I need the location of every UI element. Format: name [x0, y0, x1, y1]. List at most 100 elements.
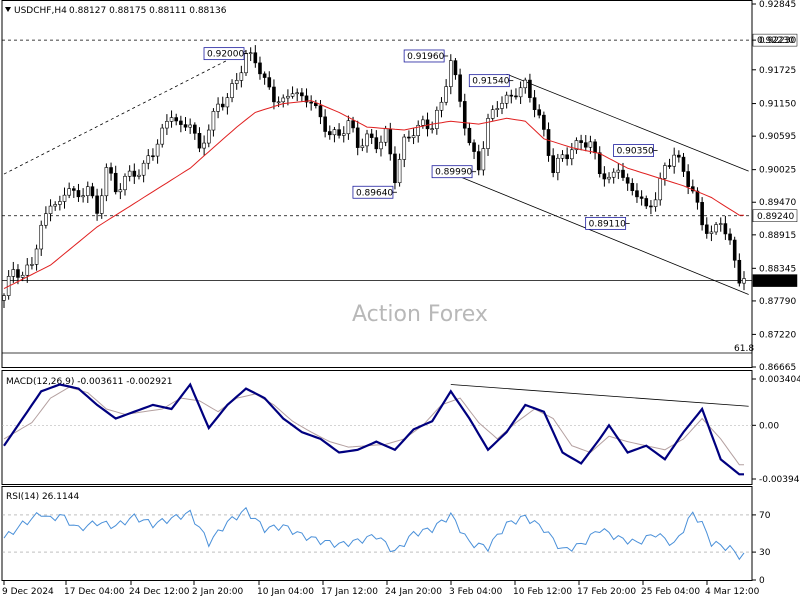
candle-body [369, 133, 374, 138]
candle-body [76, 190, 81, 198]
candle-body [188, 124, 192, 128]
candle-body [230, 83, 234, 98]
candle-body [11, 269, 16, 277]
candle-body [430, 128, 434, 130]
candle-body [728, 233, 732, 241]
candle-body [220, 103, 225, 108]
candle-body [323, 116, 327, 132]
price-label: 0.91960 [407, 52, 444, 62]
candle-body [723, 223, 728, 235]
candle-body [407, 136, 411, 139]
candle-body [16, 269, 20, 278]
candle-body [574, 140, 579, 151]
candle-body [476, 151, 481, 171]
candle-body [518, 87, 523, 98]
candle-body [30, 264, 34, 266]
y-tick-label: 0.92230 [759, 36, 796, 46]
candle-body [663, 165, 667, 179]
candle-body [700, 202, 704, 226]
candle-body [276, 101, 281, 104]
level-badge-label: 0.92230 [757, 36, 794, 46]
candle-body [388, 128, 393, 155]
macd-y-tick-label: 0.00 [759, 421, 779, 431]
candle-body [742, 278, 746, 284]
candle-body [732, 239, 737, 261]
candle-body [165, 121, 169, 129]
x-tick-label: 24 Jan 20:00 [385, 587, 442, 597]
price-label: 0.90350 [617, 147, 654, 157]
symbol-header: USDCHF,H4 [14, 6, 67, 16]
candle-body [607, 176, 611, 180]
candle-body [635, 190, 639, 198]
macd-signal-line [3, 386, 744, 466]
candle-body [514, 95, 518, 98]
watermark: Action Forex [352, 302, 488, 327]
candle-body [193, 124, 197, 134]
candle-body [504, 94, 509, 104]
candle-body [81, 195, 85, 198]
candle-body [127, 170, 132, 177]
candle-body [472, 142, 476, 152]
candle-body [537, 109, 542, 116]
level-badge [752, 274, 798, 287]
candle-body [444, 86, 448, 103]
candle-body [179, 120, 183, 125]
candle-body [39, 224, 44, 250]
candle-body [672, 154, 676, 167]
trendline-channel-top [506, 73, 749, 172]
y-tick-label: 0.87220 [759, 330, 796, 340]
candle-body [546, 129, 551, 156]
candle-body [25, 264, 30, 276]
candle-body [360, 145, 365, 148]
candle-body [202, 142, 206, 149]
candle-body [630, 182, 635, 192]
y-tick-label: 0.89470 [759, 198, 796, 208]
candle-body [453, 60, 458, 76]
candle-body [462, 101, 467, 129]
y-tick-label: 0.88915 [759, 231, 796, 241]
candle-body [597, 152, 602, 175]
candle-body [583, 142, 588, 148]
candle-body [621, 169, 625, 178]
candle-body [542, 114, 546, 130]
fib-label: 61.8 [734, 344, 754, 354]
rsi-header: RSI(14) 26.1144 [6, 492, 79, 502]
candle-body [704, 224, 709, 234]
x-tick-label: 25 Feb 04:00 [641, 587, 700, 597]
candle-body [160, 127, 165, 145]
candle-body [565, 154, 569, 160]
candle-body [104, 167, 109, 197]
level-badge-label: 0.89240 [757, 212, 794, 222]
candle-body [309, 101, 313, 104]
macd-main-line [3, 382, 744, 476]
y-tick-label: 0.91725 [759, 66, 796, 76]
candle-body [211, 111, 216, 131]
macd-panel-frame [1, 370, 753, 485]
rsi-y-tick-label: 30 [759, 548, 771, 558]
symbol-dropdown-icon[interactable] [5, 7, 11, 12]
macd-header: MACD(12,26,9) -0.003611 -0.002921 [6, 377, 172, 387]
y-tick-label: 0.87790 [759, 297, 796, 307]
macd-y-tick-label: -0.003945 [759, 475, 800, 485]
candle-body [206, 129, 211, 144]
candle-body [439, 101, 444, 111]
candle-body [174, 117, 179, 122]
rsi-line [3, 506, 745, 561]
candle-body [718, 223, 723, 225]
moving-average-line [3, 100, 744, 290]
candle-body [616, 169, 621, 173]
candle-body [95, 195, 99, 214]
candle-body [225, 97, 230, 108]
candle-body [397, 159, 402, 184]
y-tick-label: 0.91150 [759, 100, 796, 110]
candle-body [318, 105, 323, 118]
candle-body [58, 201, 62, 205]
candle-body [681, 156, 686, 172]
candle-body [379, 141, 383, 150]
candle-body [267, 77, 272, 88]
candle-body [253, 52, 258, 64]
candle-body [383, 128, 388, 143]
candle-body [262, 73, 267, 78]
candle-body [509, 94, 514, 97]
